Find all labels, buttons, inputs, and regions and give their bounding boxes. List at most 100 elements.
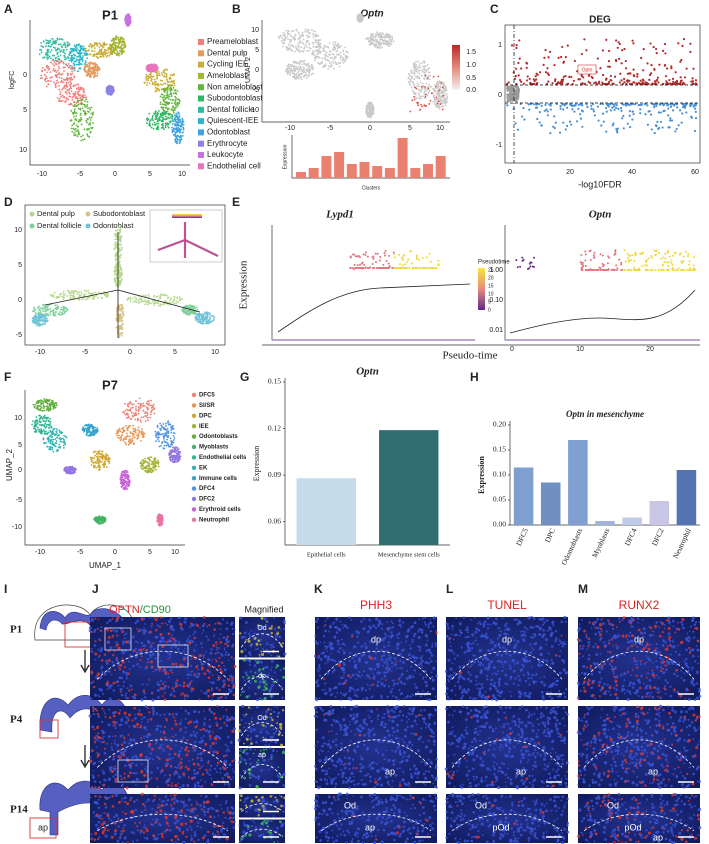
cell-dot [162, 106, 164, 109]
cell-dot [138, 301, 141, 304]
cell-dot [115, 266, 118, 269]
cell-dot [62, 290, 65, 293]
deg-dot [601, 81, 604, 84]
cell-dot [38, 315, 40, 318]
cell-dot [46, 58, 49, 61]
deg-dot [622, 77, 626, 80]
cell-dot [165, 94, 168, 97]
cell-dot [328, 42, 331, 45]
cell-dot [61, 81, 63, 84]
cell-dot [173, 128, 175, 131]
cell-dot [63, 86, 65, 89]
cell-dot [46, 39, 49, 42]
deg-dot [607, 82, 611, 85]
cell-dot [81, 47, 84, 50]
deg-dot [561, 103, 564, 106]
cell-dot [83, 63, 86, 66]
cell-dot [90, 106, 93, 109]
cell-dot [302, 67, 305, 70]
cell-dot [344, 46, 347, 49]
cell-dot [180, 135, 182, 138]
cell-dot [148, 82, 151, 85]
cell-dot [286, 71, 289, 74]
cell-dot [151, 115, 154, 117]
deg-dot [605, 106, 608, 110]
cell-dot [86, 101, 89, 103]
cell-dot [61, 99, 64, 102]
cell-dot [332, 43, 335, 46]
cell-dot [97, 291, 100, 294]
cell-dot [68, 89, 70, 92]
cell-dot [96, 53, 99, 56]
legend-label: Erythrocyte [207, 139, 248, 148]
cell-dot [163, 103, 166, 106]
expr-dot [420, 85, 423, 88]
cell-dot [339, 46, 342, 49]
deg-dot [622, 127, 625, 130]
cell-dot [135, 301, 138, 303]
cell-dot [88, 45, 91, 48]
cell-dot [390, 40, 393, 43]
cell-dot [160, 106, 163, 109]
cell-dot [108, 43, 111, 46]
tick-label: 0 [23, 72, 27, 79]
cell-dot [45, 52, 48, 55]
deg-dot [515, 44, 518, 47]
cell-dot [177, 301, 180, 304]
cell-dot [85, 105, 88, 108]
deg-dot [613, 103, 616, 106]
deg-dot [596, 105, 599, 108]
deg-dot [693, 104, 696, 107]
cell-dot [66, 89, 68, 91]
cell-dot [71, 124, 74, 127]
cell-dot [356, 19, 359, 22]
cell-dot [81, 60, 84, 63]
cell-dot [115, 314, 118, 317]
deg-dot [546, 114, 549, 117]
cell-dot [84, 60, 87, 62]
cell-dot [119, 313, 122, 316]
deg-dot [617, 107, 620, 110]
cell-dot [310, 63, 313, 66]
cell-dot [290, 40, 292, 42]
tick-label: 10 [436, 125, 444, 132]
deg-dot [659, 111, 662, 114]
cell-dot [415, 76, 417, 79]
cell-dot [68, 77, 71, 80]
cell-dot [120, 37, 123, 40]
deg-dot [565, 106, 569, 109]
deg-dot [564, 56, 567, 59]
panel-label: B [232, 2, 241, 16]
cell-dot [113, 248, 116, 251]
cell-dot [316, 46, 319, 49]
deg-dot [619, 72, 622, 75]
cell-dot [68, 92, 71, 95]
cell-dot [46, 319, 49, 322]
cell-dot [416, 75, 419, 77]
cell-dot [95, 294, 98, 297]
cell-dot [288, 41, 291, 44]
cell-dot [423, 65, 426, 68]
cell-dot [280, 39, 283, 42]
cell-dot [78, 299, 81, 301]
deg-dot [581, 125, 584, 128]
cell-dot [419, 66, 421, 69]
deg-dot [506, 90, 509, 93]
cell-dot [289, 71, 291, 74]
deg-dot [580, 52, 583, 56]
deg-dot [653, 131, 656, 135]
cell-dot [86, 75, 89, 77]
cell-dot [62, 62, 65, 65]
cell-dot [163, 94, 166, 97]
deg-dot [517, 74, 520, 77]
deg-dot [682, 81, 685, 84]
cell-dot [328, 60, 330, 63]
cell-dot [423, 69, 426, 71]
cell-dot [181, 117, 184, 120]
cell-dot [182, 123, 185, 126]
cell-dot [389, 35, 392, 37]
deg-dot [605, 38, 608, 41]
cell-dot [110, 85, 113, 87]
cell-dot [90, 126, 92, 129]
sub-bar [296, 172, 306, 178]
